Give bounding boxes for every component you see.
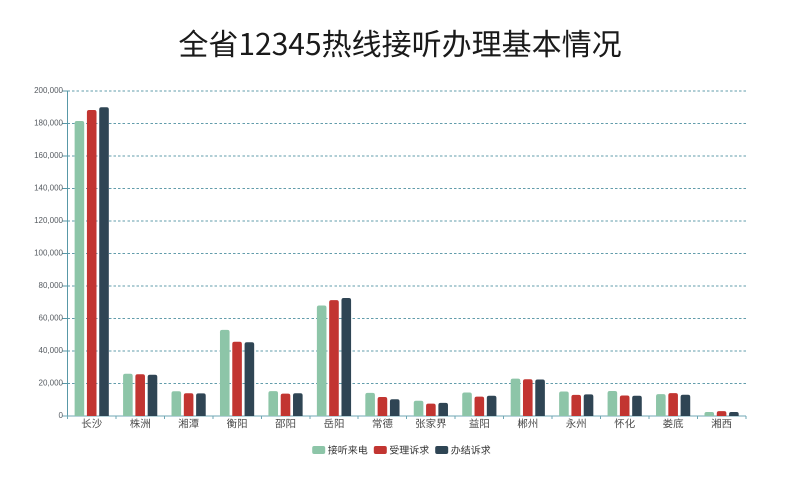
svg-text:140,000: 140,000 xyxy=(34,183,63,192)
svg-text:0: 0 xyxy=(59,411,64,420)
svg-text:100,000: 100,000 xyxy=(34,248,63,257)
svg-text:20,000: 20,000 xyxy=(39,378,64,387)
svg-text:200,000: 200,000 xyxy=(34,86,63,95)
svg-text:180,000: 180,000 xyxy=(34,118,63,127)
svg-text:40,000: 40,000 xyxy=(39,346,64,355)
svg-text:60,000: 60,000 xyxy=(39,313,64,322)
svg-text:80,000: 80,000 xyxy=(39,281,64,290)
svg-text:160,000: 160,000 xyxy=(34,151,63,160)
svg-text:120,000: 120,000 xyxy=(34,216,63,225)
